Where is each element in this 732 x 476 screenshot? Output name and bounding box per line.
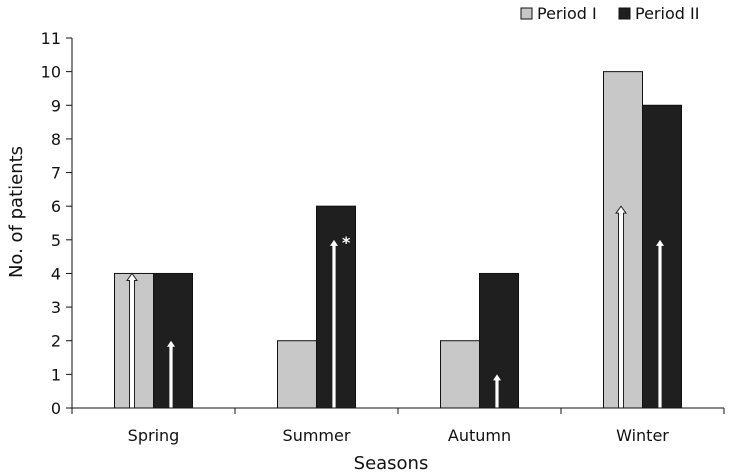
y-tick-label: 7 bbox=[51, 164, 61, 183]
annotation-summer: * bbox=[342, 233, 351, 252]
bar-winter-period-2 bbox=[642, 104, 682, 409]
legend: Period I Period II bbox=[520, 4, 699, 23]
x-axis-title: Seasons bbox=[354, 453, 429, 474]
legend-swatch-period-2 bbox=[618, 7, 631, 20]
arrow-spring-period-2 bbox=[167, 340, 175, 408]
x-tick-label: Autumn bbox=[448, 426, 511, 445]
arrows: * bbox=[126, 205, 664, 409]
bar-summer-period-1 bbox=[277, 340, 317, 409]
y-tick-label: 3 bbox=[51, 298, 61, 317]
x-tick-label: Spring bbox=[128, 426, 180, 445]
legend-label-period-1: Period I bbox=[537, 4, 597, 23]
y-tick-label: 6 bbox=[51, 197, 61, 216]
arrow-spring-period-1 bbox=[126, 272, 138, 409]
bar-summer-period-2 bbox=[316, 205, 356, 409]
bar-autumn-period-2 bbox=[479, 272, 519, 409]
arrow-winter-period-2 bbox=[656, 239, 664, 408]
arrow-winter-period-1 bbox=[615, 205, 627, 409]
arrow-autumn-period-2 bbox=[493, 374, 501, 408]
axes: 0 1 2 3 4 5 6 7 8 9 10 11 Spring Summer Autumn Winter bbox=[41, 29, 725, 445]
y-axis-title: No. of patients bbox=[6, 146, 27, 278]
y-tick-label: 5 bbox=[51, 231, 61, 250]
y-tick-label: 11 bbox=[41, 29, 61, 48]
legend-label-period-2: Period II bbox=[635, 4, 699, 23]
y-tick-label: 1 bbox=[51, 365, 61, 384]
y-tick-label: 9 bbox=[51, 96, 61, 115]
bars bbox=[114, 71, 682, 409]
y-tick-label: 10 bbox=[41, 63, 61, 82]
y-tick-label: 2 bbox=[51, 332, 61, 351]
x-tick-label: Winter bbox=[616, 426, 669, 445]
bar-autumn-period-1 bbox=[440, 340, 480, 409]
y-tick-label: 0 bbox=[51, 399, 61, 418]
bar-spring-period-2 bbox=[153, 272, 193, 409]
legend-swatch-period-1 bbox=[520, 7, 533, 20]
y-tick-label: 4 bbox=[51, 264, 61, 283]
y-tick-label: 8 bbox=[51, 130, 61, 149]
arrow-summer-period-2 bbox=[330, 239, 338, 408]
x-tick-label: Summer bbox=[283, 426, 351, 445]
